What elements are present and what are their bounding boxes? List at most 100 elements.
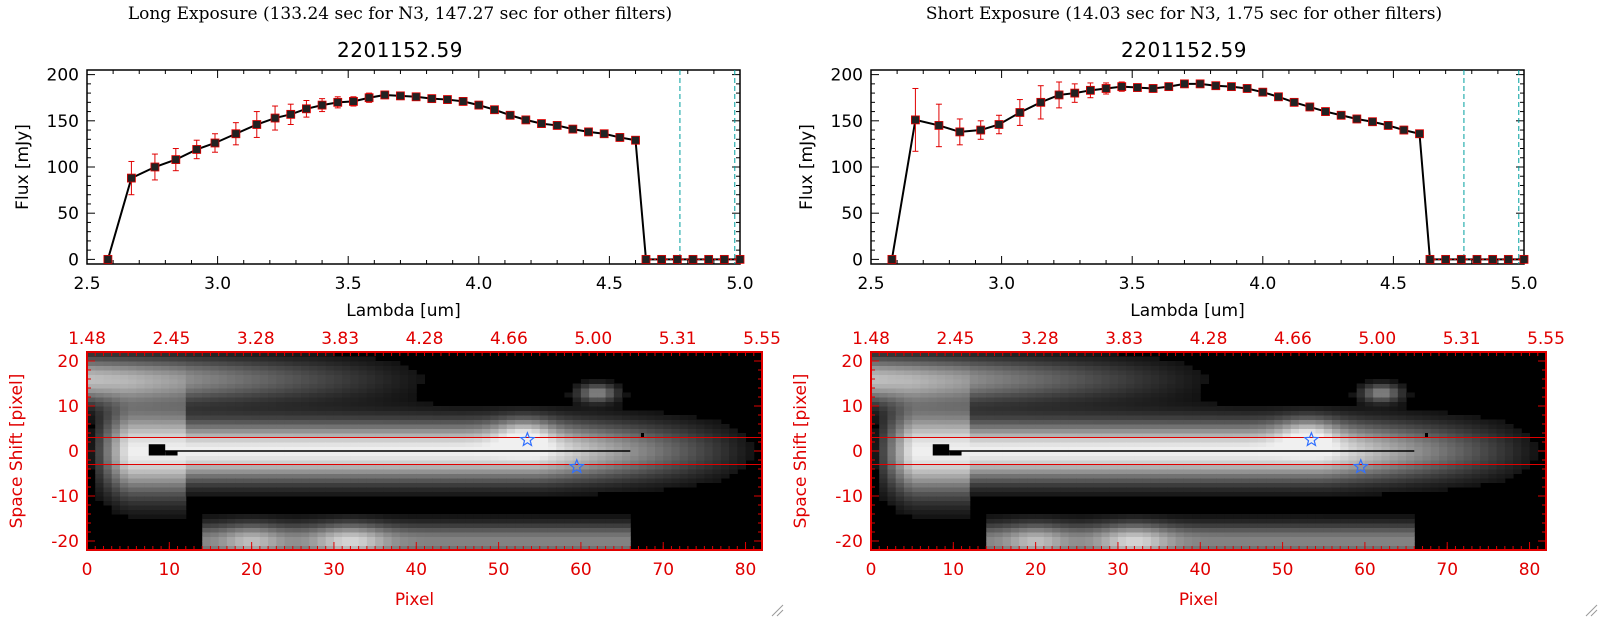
heatmap-cell (235, 487, 244, 492)
heatmap-cell (945, 365, 954, 371)
heatmap-cell (1257, 514, 1267, 519)
heatmap-cell (638, 451, 648, 456)
heatmap-cell (564, 536, 574, 542)
heatmap-cell (161, 428, 170, 434)
heatmap-cell (986, 374, 995, 380)
heatmap-cell (432, 527, 442, 533)
heatmap-cell (317, 397, 327, 402)
heatmap-cell (1200, 541, 1209, 546)
heatmap-cell (1216, 442, 1226, 447)
heatmap-cell (1068, 419, 1078, 425)
data-point (1305, 102, 1315, 112)
heatmap-cell (1150, 491, 1160, 497)
heatmap-cell (87, 464, 96, 470)
heatmap-cell (111, 455, 121, 461)
heatmap-cell (1159, 487, 1168, 492)
heatmap-cell (235, 383, 244, 389)
heatmap-cell (1208, 478, 1218, 483)
heatmap-cell (457, 478, 467, 483)
heatmap-cell (177, 455, 187, 461)
heatmap-cell (1224, 451, 1234, 456)
heatmap-cell (580, 473, 590, 479)
heatmap-cell (978, 383, 987, 389)
heatmap-cell (1249, 437, 1259, 443)
heatmap-cell (928, 383, 938, 389)
heatmap-cell (251, 541, 261, 546)
heatmap-cell (605, 397, 615, 402)
heatmap-cell (358, 446, 368, 452)
heatmap-cell (1010, 464, 1020, 470)
heatmap-cell (391, 455, 401, 461)
heatmap-cell (111, 446, 121, 452)
heatmap-cell (366, 487, 376, 492)
heatmap-cell (268, 392, 277, 398)
heatmap-cell (490, 487, 500, 492)
heatmap-cell (268, 478, 277, 483)
heatmap-cell (1224, 487, 1234, 492)
heatmap-cell (887, 433, 897, 438)
heatmap-cell (547, 514, 557, 519)
heatmap-cell (111, 415, 121, 420)
heatmap-cell (1043, 352, 1053, 357)
x-tick-label: 3.5 (1119, 274, 1146, 294)
heatmap-cell (646, 482, 656, 488)
heatmap-cell (366, 397, 376, 402)
heatmap-cell (243, 379, 253, 384)
heatmap-cell (1043, 379, 1053, 384)
heatmap-cell (325, 388, 335, 393)
heatmap-cell (871, 406, 880, 411)
heatmap-cell (1076, 401, 1086, 407)
heatmap-cell (1117, 392, 1127, 398)
heatmap-cell (383, 433, 393, 438)
heatmap-cell (152, 482, 162, 488)
heatmap-cell (1224, 455, 1234, 461)
heatmap-cell (95, 356, 104, 362)
heatmap-cell (605, 541, 615, 546)
heatmap-cell (1224, 442, 1234, 447)
heatmap-cell (1060, 464, 1070, 470)
heatmap-cell (440, 482, 450, 488)
heatmap-cell (490, 428, 500, 434)
heatmap-cell (1175, 428, 1185, 434)
heatmap-cell (185, 401, 195, 407)
heatmap-cell (613, 514, 623, 519)
heatmap-cell (978, 365, 987, 371)
heatmap-cell (564, 523, 574, 528)
heatmap-cell (654, 460, 664, 465)
heatmap-cell (185, 487, 195, 492)
heatmap-cell (580, 401, 590, 407)
heatmap-cell (1159, 392, 1168, 398)
heatmap-cell (482, 482, 491, 488)
heatmap-cell (375, 532, 384, 537)
heatmap-cell (1241, 478, 1251, 483)
heatmap-cell (87, 419, 96, 425)
heatmap-cell (136, 482, 146, 488)
heatmap-cell (597, 518, 607, 524)
heatmap-cell (375, 446, 384, 452)
heatmap-cell (325, 491, 335, 497)
heatmap-cell (1076, 455, 1086, 461)
heatmap-cell (87, 415, 96, 420)
heatmap-cell (539, 464, 549, 470)
heatmap-cell (1002, 437, 1012, 443)
heatmap-cell (325, 361, 335, 366)
heatmap-cell (515, 415, 524, 420)
heatmap-cell (276, 478, 286, 483)
heatmap-cell (687, 464, 697, 470)
heatmap-cell (1117, 388, 1127, 393)
heatmap-cell (399, 536, 409, 542)
heatmap-cell (226, 388, 236, 393)
heatmap-cell (1208, 514, 1218, 519)
heatmap-cell (136, 433, 146, 438)
heatmap-cell (912, 365, 921, 371)
heatmap-cell (235, 523, 244, 528)
heatmap-cell (276, 410, 286, 416)
heatmap-cell (887, 415, 897, 420)
heatmap-cell (1010, 482, 1020, 488)
heatmap-cell (1035, 419, 1045, 425)
heatmap-cell (342, 361, 351, 366)
heatmap-cell (589, 397, 598, 402)
heatmap-cell (268, 397, 277, 402)
heatmap-cell (1134, 437, 1144, 443)
heatmap-cell (292, 523, 302, 528)
